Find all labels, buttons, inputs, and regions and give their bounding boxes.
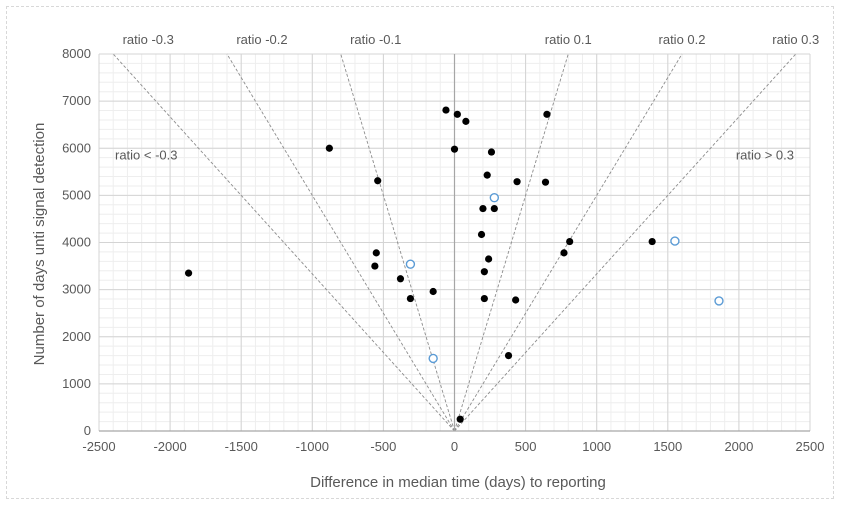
y-tick-label: 6000: [62, 140, 91, 155]
open-data-point: [405, 259, 416, 269]
x-tick-label: -500: [370, 439, 396, 454]
filled-data-point: [566, 237, 574, 246]
ratio-line: [226, 53, 455, 432]
x-tick-label: -1000: [296, 439, 329, 454]
open-data-point: [714, 296, 724, 306]
ratio-line-label: ratio -0.3: [123, 32, 174, 47]
region-label: ratio < -0.3: [115, 147, 178, 162]
x-tick-label: -1500: [225, 439, 258, 454]
y-tick-label: 5000: [62, 187, 91, 202]
x-tick-label: 2000: [724, 439, 753, 454]
ratio-line-label: ratio -0.1: [350, 32, 401, 47]
ratio-line-label: ratio 0.2: [659, 32, 706, 47]
x-tick-label: 2500: [796, 439, 825, 454]
filled-data-point: [512, 296, 520, 304]
filled-data-point: [462, 117, 470, 125]
filled-data-point: [372, 249, 380, 257]
y-tick-label: 8000: [62, 46, 91, 61]
x-tick-label: 1000: [582, 439, 611, 454]
open-data-point: [428, 353, 438, 364]
labels: ratio -0.3 ratio -0.2 ratio -0.1 ratio 0.1 r…: [115, 32, 819, 162]
filled-data-point: [483, 171, 491, 179]
x-tick-label: -2000: [153, 439, 186, 454]
x-axis-title: Difference in median time (days) to repo…: [310, 474, 606, 491]
filled-data-point: [450, 145, 459, 153]
filled-data-point: [480, 268, 488, 276]
filled-data-point: [648, 237, 656, 246]
ratio-line-label: ratio 0.1: [545, 32, 592, 47]
y-tick-label: 3000: [62, 282, 91, 297]
open-data-point: [670, 236, 680, 246]
filled-data-point: [477, 230, 486, 239]
x-tick-label: 500: [515, 439, 537, 454]
ratio-line: [454, 53, 569, 432]
ratio-line-label: ratio 0.3: [772, 32, 819, 47]
ratio-line-label: ratio -0.2: [236, 32, 287, 47]
axes: -2500 -2000 -1500 -1000 -500 0 500 1000 1500 2000…: [62, 46, 824, 454]
filled-data-point: [442, 106, 450, 114]
y-tick-label: 7000: [62, 93, 91, 108]
y-tick-label: 0: [84, 423, 91, 438]
data-points: [184, 106, 724, 423]
filled-data-point: [396, 275, 405, 283]
filled-data-point: [453, 110, 461, 118]
filled-data-point: [184, 269, 193, 277]
filled-data-point: [374, 177, 382, 185]
filled-data-point: [406, 294, 415, 303]
x-tick-label: 0: [451, 439, 458, 454]
y-axis-title: Number of days unti signal detection: [31, 123, 48, 366]
y-tick-label: 1000: [62, 376, 91, 391]
x-tick-label: 1500: [653, 439, 682, 454]
filled-data-point: [513, 178, 521, 186]
filled-data-point: [504, 352, 513, 360]
filled-data-point: [325, 144, 333, 152]
x-tick-label: -2500: [82, 439, 115, 454]
filled-data-point: [480, 294, 488, 303]
filled-data-point: [487, 148, 496, 156]
filled-data-point: [541, 178, 550, 186]
region-label: ratio > 0.3: [736, 147, 794, 162]
filled-data-point: [479, 204, 487, 213]
ratio-line: [340, 53, 455, 432]
y-tick-label: 2000: [62, 329, 91, 344]
open-data-point: [489, 193, 500, 203]
filled-data-point: [456, 415, 464, 423]
filled-data-point: [429, 287, 437, 296]
y-tick-label: 4000: [62, 235, 91, 250]
filled-data-point: [543, 110, 551, 118]
filled-data-point: [490, 204, 498, 213]
filled-data-point: [560, 249, 568, 257]
filled-data-point: [371, 262, 379, 270]
filled-data-point: [485, 255, 493, 263]
